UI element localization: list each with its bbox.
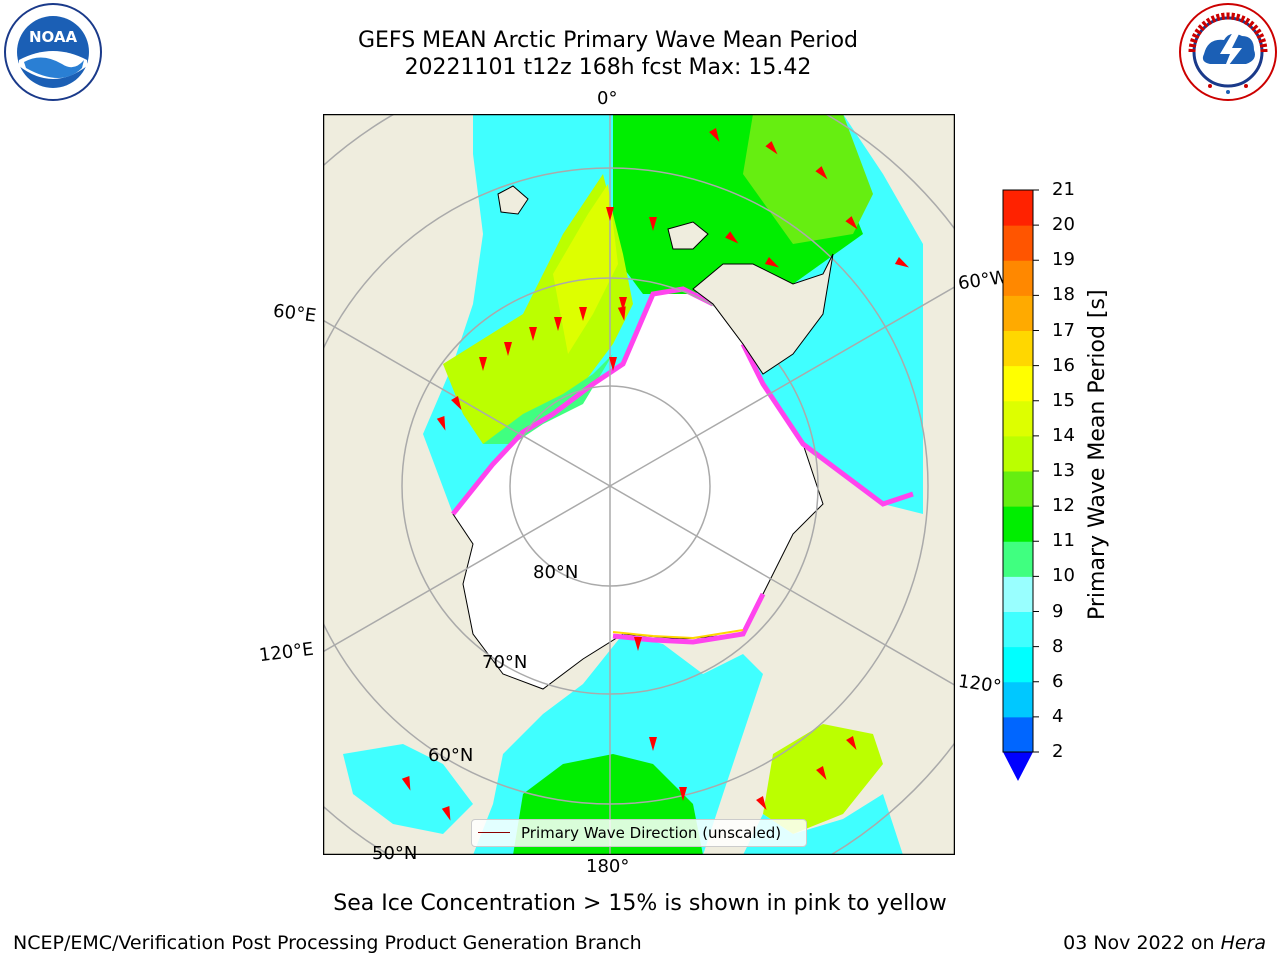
greenland-outline (692, 253, 834, 375)
wave-direction-arrow (436, 416, 446, 431)
chart-title-line2: 20221101 t12z 168h fcst Max: 15.42 (404, 55, 812, 80)
north-atlantic-light-green (743, 114, 873, 244)
colorbar-tick-label: 14 (1052, 424, 1075, 446)
barents-sea-yellow-band (553, 184, 618, 354)
colorbar-cell (1003, 576, 1033, 612)
wave-direction-arrow (554, 317, 562, 331)
kara-sea-green (483, 354, 613, 444)
wave-direction-arrow (756, 795, 767, 811)
sea-ice-caption: Sea Ice Concentration > 15% is shown in … (333, 891, 947, 916)
wave-direction-arrow (401, 776, 411, 791)
colorbar-cell (1003, 471, 1033, 507)
colorbar-cell (1003, 330, 1033, 367)
svalbard-outline (667, 221, 709, 250)
colorbar-cell (1003, 541, 1033, 577)
sea-ice-edge (451, 286, 715, 516)
wave-direction-arrow (845, 216, 858, 230)
wave-direction-arrow (709, 127, 720, 143)
colorbar-tick-label: 11 (1052, 530, 1075, 552)
colorbar-cell (1003, 190, 1033, 226)
colorbar-tick-label: 21 (1052, 179, 1075, 200)
colorbar-tick-label: 19 (1052, 249, 1075, 271)
colorbar-tick-label: 12 (1052, 495, 1075, 517)
colorbar-cell (1003, 506, 1033, 542)
colorbar-tick-label: 2 (1052, 741, 1064, 762)
footer-host: Hera (1220, 932, 1266, 954)
wave-direction-arrow (765, 141, 778, 155)
colorbar (1002, 189, 1039, 781)
lon-label-0: 0° (597, 88, 618, 109)
colorbar-tick-label: 4 (1052, 705, 1064, 727)
wave-direction-arrow (579, 307, 587, 321)
colorbar-extend-triangle (1003, 752, 1033, 781)
map-legend: Primary Wave Direction (unscaled) (471, 819, 807, 847)
wave-direction-arrow (479, 357, 487, 371)
colorbar-tick-label: 20 (1052, 214, 1075, 236)
wave-direction-arrow (504, 342, 512, 356)
wave-direction-arrow (606, 207, 614, 221)
wave-direction-arrow (451, 395, 462, 411)
legend-label: Primary Wave Direction (unscaled) (521, 824, 782, 842)
wave-direction-arrow (764, 257, 780, 268)
colorbar-tick-label: 15 (1052, 389, 1075, 411)
wave-direction-arrow (441, 806, 451, 821)
wave-direction-arrow (649, 217, 657, 231)
colorbar-cell (1003, 295, 1033, 331)
sea-ice-edge-pacific-yellow (612, 629, 744, 640)
graticule (323, 114, 955, 855)
north-pacific-yellow-green (763, 724, 883, 834)
okhotsk-sea-field (343, 744, 473, 834)
wave-direction-arrow (649, 737, 657, 751)
wave-direction-arrow (619, 297, 627, 311)
colorbar-cell (1003, 260, 1033, 296)
footer-branch: NCEP/EMC/Verification Post Processing Pr… (13, 932, 642, 954)
wave-direction-arrow (679, 787, 687, 801)
nws-logo (1179, 3, 1277, 101)
colorbar-cell (1003, 400, 1033, 437)
legend-line (478, 832, 510, 833)
lon-label-120e: 120°E (257, 638, 315, 667)
lon-label-180: 180° (586, 856, 630, 877)
colorbar-title: Primary Wave Mean Period [s] (1085, 289, 1110, 620)
wave-direction-arrow (529, 327, 537, 341)
colorbar-tick-label: 13 (1052, 460, 1075, 481)
lat-label-80n: 80°N (533, 562, 579, 583)
chart-title-line1: GEFS MEAN Arctic Primary Wave Mean Perio… (357, 28, 858, 53)
lat-label-50n: 50°N (372, 843, 418, 864)
sea-ice-edge-east (740, 342, 914, 507)
wave-direction-arrow (816, 765, 827, 781)
footer-date: 03 Nov 2022 on Hera (1063, 932, 1266, 954)
colorbar-tick-label: 16 (1052, 354, 1075, 376)
footer-date-text: 03 Nov 2022 on (1063, 932, 1221, 954)
colorbar-tick-label: 6 (1052, 670, 1064, 692)
colorbar-tick-label: 17 (1052, 319, 1075, 341)
colorbar-cell (1003, 681, 1033, 718)
arctic-map (323, 114, 955, 855)
wave-direction-arrow (609, 357, 617, 371)
colorbar-tick-label: 8 (1052, 635, 1064, 657)
wave-direction-arrow (815, 166, 828, 180)
lat-label-70n: 70°N (482, 652, 528, 673)
lat-label-60n: 60°N (428, 745, 474, 766)
colorbar-cell (1003, 435, 1033, 472)
wave-direction-arrow (634, 637, 642, 651)
wave-direction-arrow (846, 735, 857, 751)
wave-direction-arrow (894, 257, 910, 268)
wave-direction-arrows (401, 127, 910, 821)
wave-direction-arrow (725, 231, 739, 244)
colorbar-cell (1003, 646, 1033, 683)
colorbar-cell (1003, 716, 1033, 753)
colorbar-cell (1003, 365, 1033, 402)
colorbar-cell (1003, 611, 1033, 648)
lon-label-60e: 60°E (271, 300, 318, 327)
noaa-logo-text: NOAA (29, 28, 78, 46)
colorbar-cell (1003, 225, 1033, 261)
noaa-logo: NOAA (4, 3, 102, 101)
colorbar-tick-label: 10 (1052, 565, 1075, 587)
iceland-outline (497, 185, 529, 215)
wave-direction-arrow (617, 306, 626, 321)
colorbar-tick-label: 18 (1052, 284, 1075, 306)
colorbar-tick-label: 9 (1052, 600, 1064, 622)
